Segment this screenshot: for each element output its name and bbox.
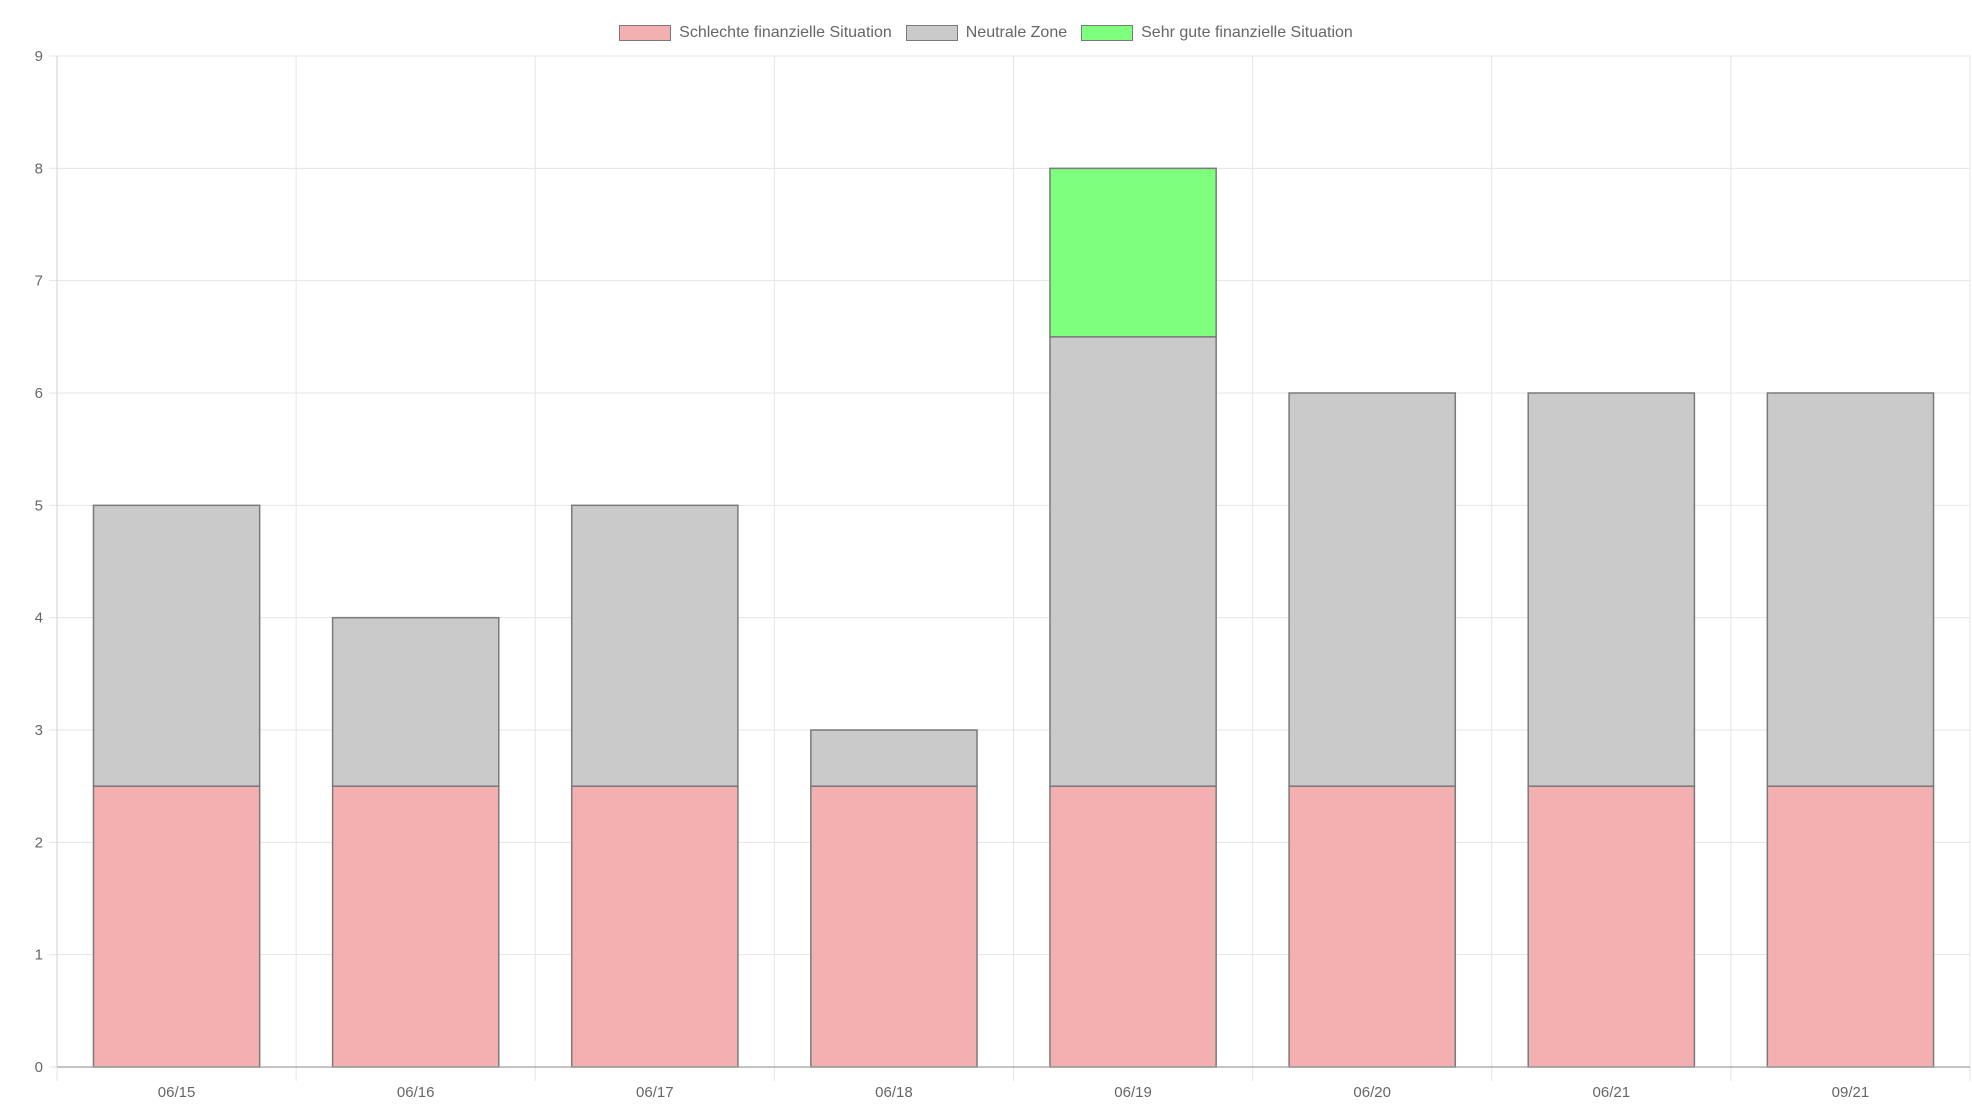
legend-item-good[interactable]: Sehr gute finanzielle Situation xyxy=(1081,24,1353,42)
bar-segment-bad-06-15 xyxy=(92,785,261,1068)
bar-segment-bad-06-16 xyxy=(331,785,500,1068)
y-tick-label: 8 xyxy=(35,160,43,177)
bar-segment-neutral-06-21 xyxy=(1527,392,1696,787)
legend-swatch-good xyxy=(1081,25,1134,41)
bar-segment-bad-06-20 xyxy=(1288,785,1457,1068)
bar-segment-neutral-06-16 xyxy=(331,616,500,787)
legend-item-bad[interactable]: Schlechte finanzielle Situation xyxy=(619,24,892,42)
bar-segment-bad-09-21 xyxy=(1766,785,1935,1068)
bar-segment-bad-06-21 xyxy=(1527,785,1696,1068)
legend: Schlechte finanzielle Situation Neutrale… xyxy=(0,24,1972,42)
bar-segment-good-06-19 xyxy=(1049,167,1217,338)
legend-item-neutral[interactable]: Neutrale Zone xyxy=(905,24,1068,42)
bar-segment-bad-06-19 xyxy=(1049,785,1217,1068)
y-tick-label: 4 xyxy=(35,610,43,627)
bar-segment-neutral-06-18 xyxy=(810,729,978,787)
legend-label-neutral: Neutrale Zone xyxy=(965,24,1068,41)
bar-segment-neutral-09-21 xyxy=(1766,392,1935,787)
bar-segment-bad-06-18 xyxy=(810,785,978,1068)
y-tick-label: 7 xyxy=(35,273,43,290)
y-tick-label: 3 xyxy=(35,722,43,739)
x-tick-label: 06/19 xyxy=(1114,1084,1152,1101)
y-tick-label: 5 xyxy=(35,497,43,514)
legend-label-bad: Schlechte finanzielle Situation xyxy=(679,24,892,41)
legend-swatch-neutral xyxy=(905,25,958,41)
y-tick-label: 6 xyxy=(35,385,43,402)
y-tick-label: 2 xyxy=(35,834,43,851)
bar-segment-neutral-06-17 xyxy=(570,504,739,787)
x-tick-label: 06/20 xyxy=(1353,1084,1391,1101)
y-tick-label: 1 xyxy=(35,947,43,964)
x-tick-label: 06/21 xyxy=(1593,1084,1631,1101)
legend-label-good: Sehr gute finanzielle Situation xyxy=(1141,24,1353,41)
x-tick-label: 06/15 xyxy=(158,1084,196,1101)
legend-swatch-bad xyxy=(619,25,672,41)
y-tick-label: 9 xyxy=(35,48,43,65)
bar-segment-neutral-06-20 xyxy=(1288,392,1457,787)
bar-segment-neutral-06-15 xyxy=(92,504,261,787)
x-tick-label: 06/17 xyxy=(636,1084,674,1101)
x-tick-label: 09/21 xyxy=(1832,1084,1870,1101)
y-tick-label: 0 xyxy=(35,1059,43,1076)
bar-segment-neutral-06-19 xyxy=(1049,336,1217,787)
x-tick-label: 06/18 xyxy=(875,1084,913,1101)
bar-segment-bad-06-17 xyxy=(570,785,739,1068)
x-tick-label: 06/16 xyxy=(397,1084,435,1101)
